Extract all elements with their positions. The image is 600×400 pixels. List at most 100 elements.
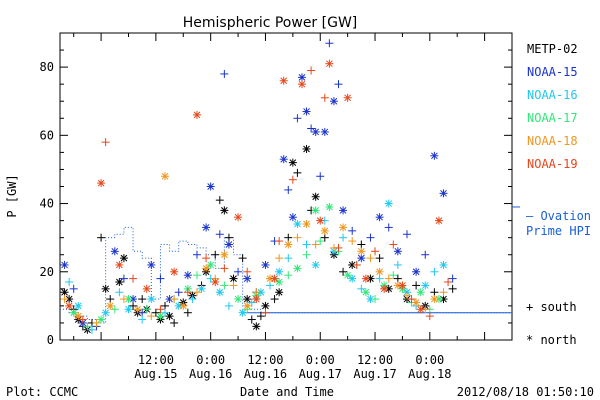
- metp-02-south-point: [293, 168, 302, 177]
- noaa-16-south-point: [65, 278, 74, 287]
- legend: METP-02 NOAA-15 NOAA-16 NOAA-17 NOAA-18 NOAA-…: [527, 42, 578, 171]
- noaa-19-north-point: [297, 80, 306, 89]
- footer-timestamp: 2012/08/18 01:50:10: [457, 385, 594, 399]
- noaa-18-north-point: [320, 226, 329, 235]
- noaa-19-north-point: [170, 267, 179, 276]
- footer-plot-source: Plot: CCMC: [6, 385, 78, 399]
- noaa-15-south-point: [138, 308, 147, 317]
- noaa-18-north-point: [357, 247, 366, 256]
- y-tick-label: 60: [40, 128, 54, 142]
- noaa-18-north-point: [302, 220, 311, 229]
- noaa-15-north-point: [60, 260, 69, 269]
- data-markers: [60, 39, 457, 334]
- x-axis-ticks: 12:00Aug.150:00Aug.1612:00Aug.160:00Aug.…: [73, 33, 513, 381]
- noaa-17-north-point: [361, 288, 370, 297]
- noaa-16-south-point: [357, 284, 366, 293]
- noaa-15-north-point: [339, 206, 348, 215]
- x-tick-label-time: 12:00: [357, 353, 393, 367]
- y-tick-label: 0: [47, 333, 54, 347]
- noaa-17-south-point: [302, 250, 311, 259]
- noaa-15-north-point: [329, 97, 338, 106]
- legend-item-metp-02: METP-02: [527, 42, 578, 56]
- noaa-16-south-point: [247, 298, 256, 307]
- noaa-16-south-point: [115, 288, 124, 297]
- noaa-15-north-point: [147, 260, 156, 269]
- noaa-15-north-point: [302, 107, 311, 116]
- noaa-19-north-point: [192, 110, 201, 119]
- noaa-18-south-point: [275, 254, 284, 263]
- x-tick-label-date: Aug.16: [244, 367, 287, 381]
- noaa-16-south-point: [138, 315, 147, 324]
- noaa-17-south-point: [389, 271, 398, 280]
- y-axis-ticks: 0 20 40 60 80: [40, 32, 512, 347]
- metp-02-south-point: [170, 318, 179, 327]
- noaa-16-south-point: [430, 267, 439, 276]
- noaa-15-north-point: [320, 127, 329, 136]
- noaa-15-south-point: [284, 185, 293, 194]
- noaa-19-south-point: [243, 267, 252, 276]
- noaa-15-south-point: [156, 274, 165, 283]
- noaa-17-north-point: [311, 206, 320, 215]
- noaa-19-south-point: [275, 237, 284, 246]
- noaa-15-south-point: [384, 223, 393, 232]
- noaa-16-south-point: [266, 281, 275, 290]
- noaa-16-north-point: [293, 220, 302, 229]
- noaa-15-south-point: [448, 274, 457, 283]
- noaa-15-south-point: [69, 284, 78, 293]
- noaa-16-north-point: [124, 305, 133, 314]
- noaa-18-south-point: [384, 274, 393, 283]
- noaa-19-north-point: [252, 295, 261, 304]
- noaa-19-south-point: [202, 254, 211, 263]
- x-tick-label-date: Aug.16: [189, 367, 232, 381]
- noaa-19-north-point: [380, 284, 389, 293]
- noaa-18-north-point: [243, 301, 252, 310]
- noaa-18-south-point: [311, 240, 320, 249]
- noaa-19-south-point: [183, 288, 192, 297]
- noaa-17-south-point: [142, 305, 151, 314]
- noaa-19-south-point: [129, 274, 138, 283]
- noaa-19-south-point: [334, 243, 343, 252]
- noaa-17-north-point: [234, 295, 243, 304]
- noaa-18-north-point: [412, 298, 421, 307]
- noaa-19-north-point: [65, 301, 74, 310]
- metp-02-south-point: [161, 301, 170, 310]
- noaa-19-north-point: [398, 281, 407, 290]
- metp-02-south-point: [412, 281, 421, 290]
- noaa-19-south-point: [352, 260, 361, 269]
- metp-02-south-point: [270, 295, 279, 304]
- noaa-19-north-point: [361, 274, 370, 283]
- noaa-15-north-point: [243, 274, 252, 283]
- noaa-17-south-point: [371, 295, 380, 304]
- metp-02-south-point: [375, 254, 384, 263]
- noaa-16-north-point: [215, 288, 224, 297]
- legend-item-noaa-19: NOAA-19: [527, 157, 578, 171]
- x-tick-label-date: Aug.17: [353, 367, 396, 381]
- noaa-18-south-point: [439, 288, 448, 297]
- noaa-18-south-point: [348, 237, 357, 246]
- noaa-15-north-point: [439, 189, 448, 198]
- noaa-15-south-point: [402, 230, 411, 239]
- metp-02-north-point: [220, 206, 229, 215]
- noaa-16-south-point: [188, 295, 197, 304]
- noaa-15-north-point: [279, 155, 288, 164]
- noaa-15-south-point: [119, 274, 128, 283]
- metp-02-north-point: [252, 322, 261, 331]
- noaa-18-south-point: [402, 291, 411, 300]
- y-tick-label: 20: [40, 265, 54, 279]
- noaa-15-north-point: [311, 127, 320, 136]
- noaa-17-north-point: [343, 271, 352, 280]
- noaa-16-north-point: [238, 308, 247, 317]
- noaa-18-south-point: [229, 281, 238, 290]
- metp-02-north-point: [243, 295, 252, 304]
- noaa-16-south-point: [87, 325, 96, 334]
- noaa-15-north-point: [430, 151, 439, 160]
- noaa-19-south-point: [444, 278, 453, 287]
- metp-02-south-point: [320, 233, 329, 242]
- noaa-16-north-point: [275, 267, 284, 276]
- noaa-15-north-point: [110, 247, 119, 256]
- y-tick-label: 40: [40, 197, 54, 211]
- noaa-19-south-point: [320, 93, 329, 102]
- legend-ovation-line2: Prime HPI: [526, 224, 591, 238]
- metp-02-south-point: [211, 250, 220, 259]
- noaa-19-south-point: [220, 264, 229, 273]
